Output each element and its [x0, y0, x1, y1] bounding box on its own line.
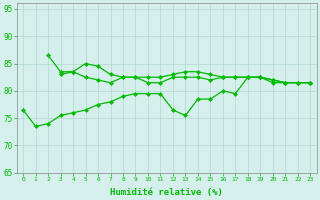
- X-axis label: Humidité relative (%): Humidité relative (%): [110, 188, 223, 197]
